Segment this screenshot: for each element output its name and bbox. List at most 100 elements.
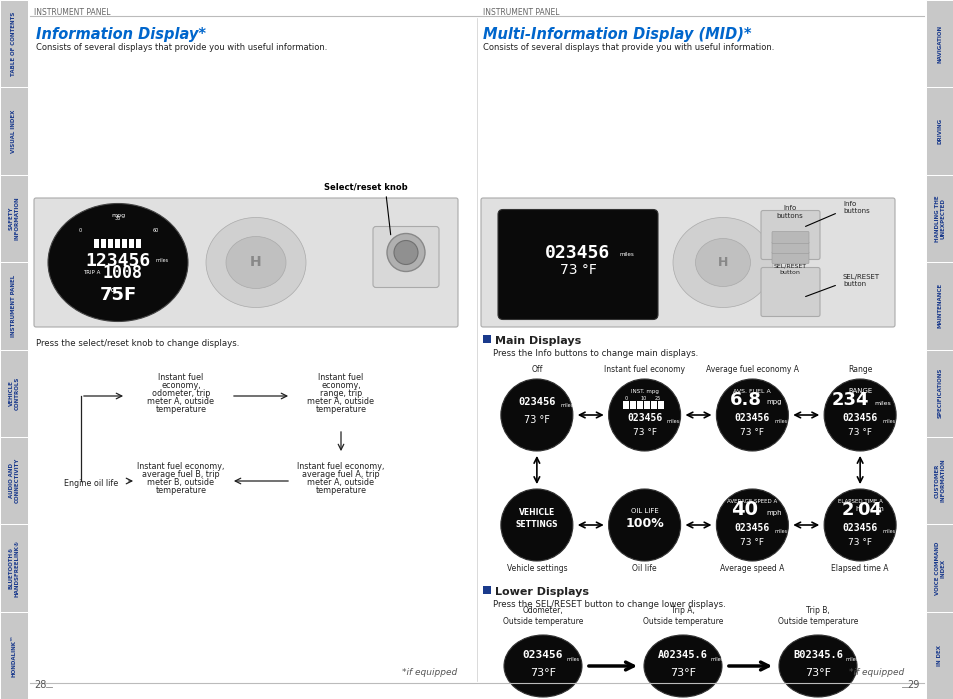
- FancyBboxPatch shape: [373, 226, 438, 287]
- Text: mph: mph: [765, 510, 781, 516]
- Bar: [643, 401, 649, 409]
- Ellipse shape: [672, 217, 772, 308]
- Bar: [925, 437, 953, 524]
- Text: temperature: temperature: [155, 405, 206, 414]
- Text: range, trip: range, trip: [319, 389, 362, 398]
- Text: miles: miles: [774, 529, 786, 534]
- Text: MAINTENANCE: MAINTENANCE: [937, 283, 942, 329]
- Ellipse shape: [823, 489, 895, 561]
- Text: TABLE OF CONTENTS: TABLE OF CONTENTS: [11, 11, 16, 76]
- Bar: [0, 350, 28, 437]
- Text: Range: Range: [847, 365, 871, 374]
- Text: 023456: 023456: [545, 243, 610, 261]
- Ellipse shape: [608, 379, 679, 451]
- Text: 73 °F: 73 °F: [632, 428, 656, 437]
- Bar: [136, 238, 141, 247]
- Text: 023456: 023456: [841, 523, 877, 533]
- Ellipse shape: [500, 379, 572, 451]
- Text: A02345.6: A02345.6: [658, 650, 707, 660]
- Text: button: button: [779, 271, 800, 275]
- Text: Vehicle settings: Vehicle settings: [506, 564, 567, 573]
- Text: SEL/RESET
button: SEL/RESET button: [842, 274, 880, 287]
- Text: miles: miles: [566, 657, 579, 662]
- Text: Select/reset knob: Select/reset knob: [324, 183, 407, 192]
- Text: 6.8: 6.8: [730, 391, 761, 409]
- Text: AVS. FUEL A: AVS. FUEL A: [733, 389, 770, 394]
- Text: 2: 2: [841, 501, 854, 519]
- Text: buttons: buttons: [776, 213, 802, 219]
- Text: Elapsed time A: Elapsed time A: [830, 564, 888, 573]
- Text: m: m: [876, 506, 882, 512]
- FancyBboxPatch shape: [771, 241, 808, 254]
- Text: 100%: 100%: [624, 517, 663, 530]
- Text: mpg: mpg: [111, 213, 125, 218]
- Text: IN DEX: IN DEX: [937, 644, 942, 666]
- Text: 40: 40: [730, 500, 757, 519]
- Text: Instant fuel: Instant fuel: [318, 373, 363, 382]
- Text: B02345.6: B02345.6: [792, 650, 842, 660]
- Bar: [482, 335, 491, 343]
- Text: Off: Off: [531, 365, 542, 374]
- Bar: [482, 586, 491, 594]
- Ellipse shape: [823, 379, 895, 451]
- Text: 023456: 023456: [522, 650, 562, 660]
- Ellipse shape: [226, 236, 286, 289]
- Text: ELAPSED TIME A: ELAPSED TIME A: [837, 499, 882, 504]
- Text: VISUAL INDEX: VISUAL INDEX: [11, 109, 16, 153]
- Text: AVERAGE SPEED A: AVERAGE SPEED A: [726, 499, 777, 504]
- Text: CUSTOMER
INFORMATION: CUSTOMER INFORMATION: [934, 459, 944, 503]
- Text: Average fuel economy A: Average fuel economy A: [705, 365, 798, 374]
- Text: meter A, outside: meter A, outside: [148, 397, 214, 406]
- Ellipse shape: [716, 379, 787, 451]
- Bar: [925, 262, 953, 350]
- Ellipse shape: [500, 489, 572, 561]
- Text: 023456: 023456: [841, 413, 877, 423]
- Text: INSTRUMENT PANEL: INSTRUMENT PANEL: [482, 8, 558, 17]
- Text: 234: 234: [830, 391, 868, 409]
- Text: miles: miles: [560, 403, 574, 408]
- Text: 73°F: 73°F: [804, 668, 830, 678]
- Bar: [657, 401, 663, 409]
- FancyBboxPatch shape: [497, 210, 658, 319]
- Text: SEL/RESET: SEL/RESET: [773, 264, 805, 268]
- Text: 10: 10: [640, 396, 646, 401]
- FancyBboxPatch shape: [771, 252, 808, 264]
- Text: INSTRUMENT PANEL: INSTRUMENT PANEL: [11, 275, 16, 337]
- Bar: [0, 437, 28, 524]
- Bar: [925, 350, 953, 437]
- Bar: [0, 0, 28, 87]
- Text: 023456: 023456: [734, 413, 769, 423]
- Text: HONDALINK™: HONDALINK™: [11, 634, 16, 677]
- Bar: [622, 401, 628, 409]
- Text: OIL LIFE: OIL LIFE: [630, 508, 658, 514]
- Bar: [925, 612, 953, 699]
- Text: miles: miles: [845, 657, 859, 662]
- Text: average fuel B, trip: average fuel B, trip: [142, 470, 219, 479]
- Text: Oil life: Oil life: [632, 564, 657, 573]
- Ellipse shape: [643, 635, 721, 697]
- Text: 04: 04: [857, 501, 882, 519]
- Text: INSTRUMENT PANEL: INSTRUMENT PANEL: [34, 8, 111, 17]
- Bar: [650, 401, 656, 409]
- Text: SETTINGS: SETTINGS: [515, 520, 558, 529]
- Text: 75F: 75F: [99, 287, 136, 305]
- Text: Info: Info: [782, 206, 796, 212]
- Text: 73°F: 73°F: [669, 668, 696, 678]
- Ellipse shape: [206, 217, 306, 308]
- Text: Instant fuel economy: Instant fuel economy: [603, 365, 684, 374]
- Bar: [0, 175, 28, 262]
- Text: Main Displays: Main Displays: [495, 336, 580, 346]
- FancyBboxPatch shape: [34, 198, 457, 327]
- Bar: [0, 87, 28, 175]
- Text: economy,: economy,: [161, 381, 200, 390]
- FancyBboxPatch shape: [760, 268, 820, 317]
- Text: NAVIGATION: NAVIGATION: [937, 24, 942, 63]
- FancyBboxPatch shape: [760, 210, 820, 259]
- Bar: [925, 524, 953, 612]
- Ellipse shape: [387, 233, 424, 271]
- Bar: [636, 401, 642, 409]
- Text: Odometer,
Outside temperature: Odometer, Outside temperature: [502, 606, 582, 626]
- Text: 73 °F: 73 °F: [740, 538, 763, 547]
- FancyBboxPatch shape: [480, 198, 894, 327]
- Text: Press the Info buttons to change main displays.: Press the Info buttons to change main di…: [493, 349, 698, 358]
